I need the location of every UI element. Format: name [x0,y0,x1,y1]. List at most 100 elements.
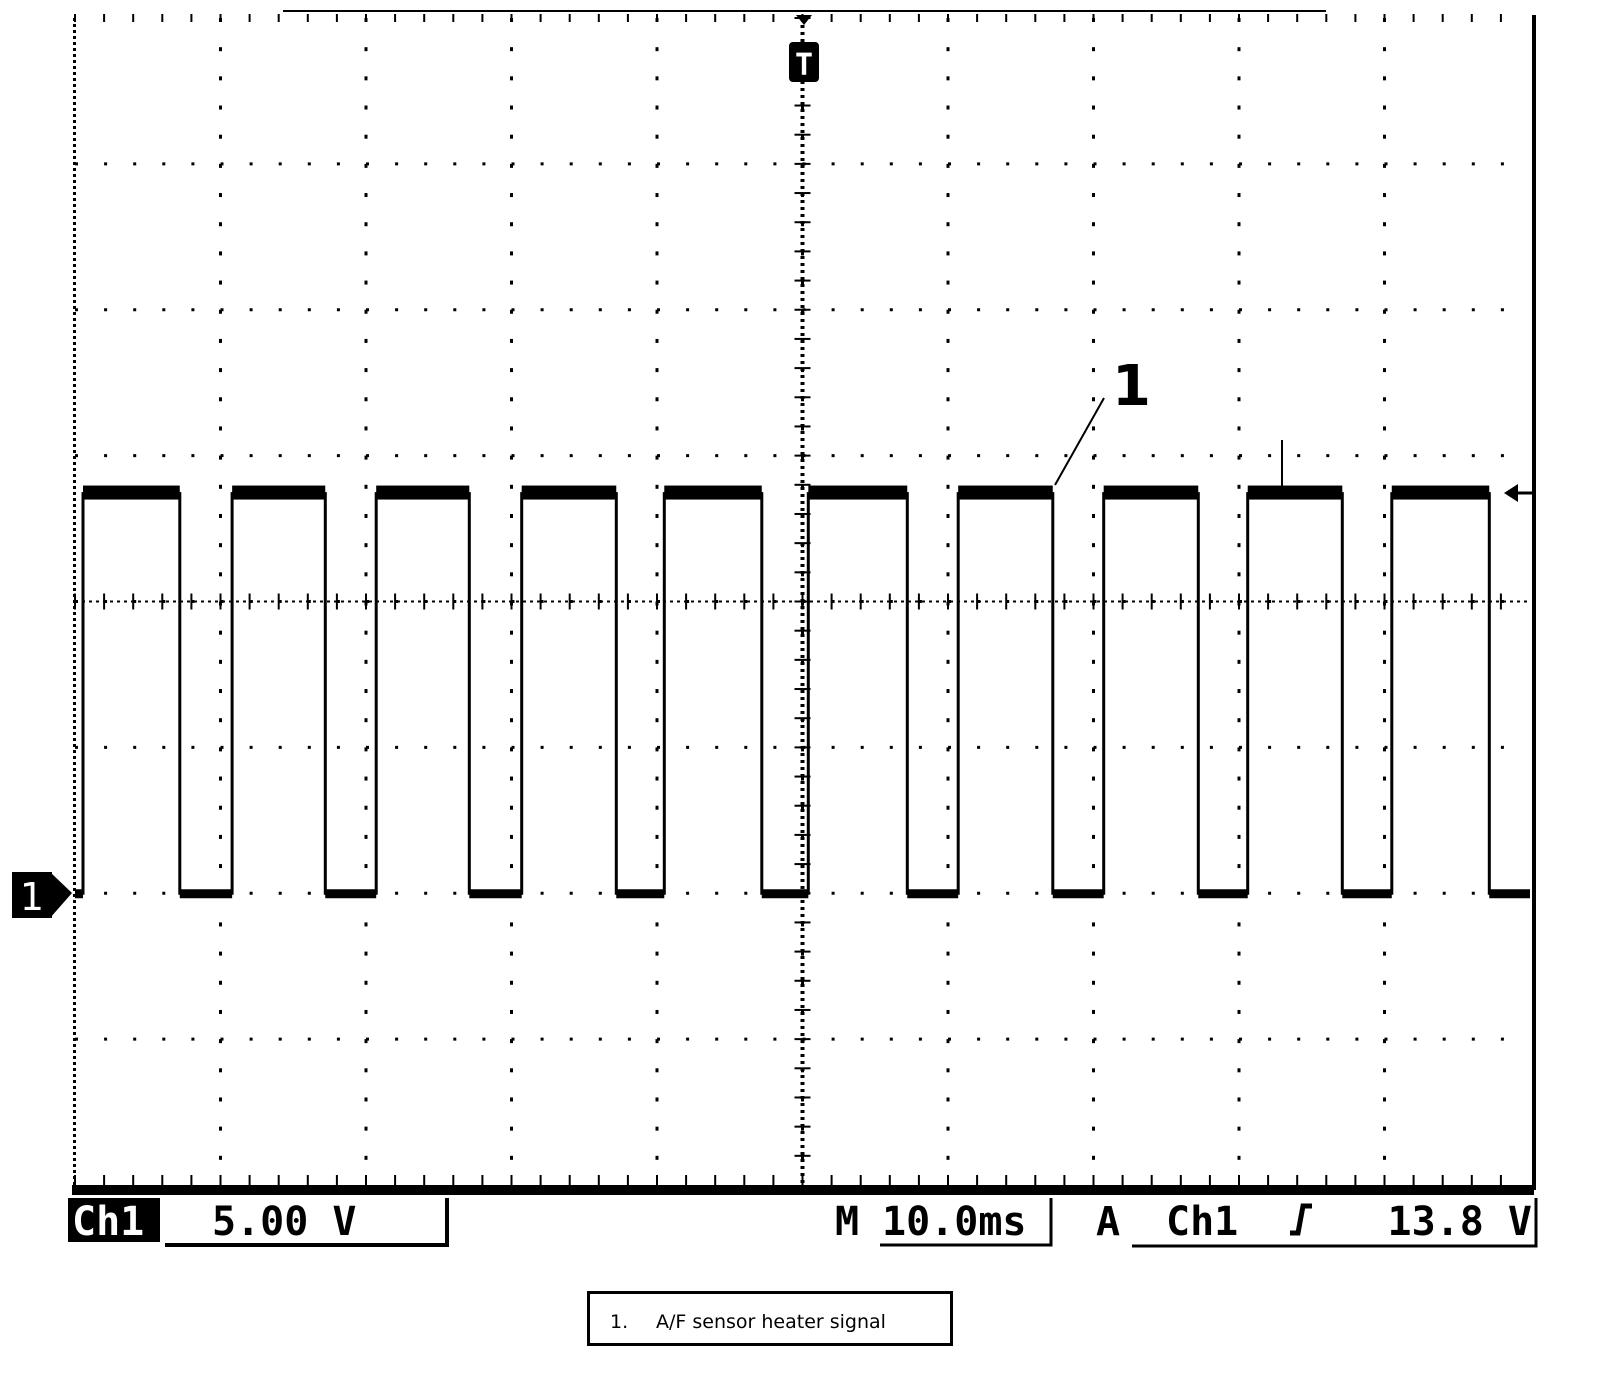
grid-dot [249,745,253,749]
center-tick [161,593,164,610]
grid-dot [1151,1037,1155,1041]
grid-dot [946,280,950,285]
center-axis-dot [800,340,805,343]
grid-dot [977,745,981,749]
center-axis-dot [138,600,141,603]
grid-dot [1355,1037,1359,1041]
edge-tick [859,14,862,22]
grid-dot [627,162,631,166]
grid-dot [364,513,368,518]
edge-tick [1499,1175,1502,1185]
grid-dot [1237,543,1241,548]
center-axis-dot [800,347,805,350]
grid-dot [453,308,457,312]
center-tick [219,593,222,610]
center-axis-dot [800,529,805,532]
grid-dot [1092,805,1095,810]
edge-tick [219,14,222,22]
center-tick [794,337,811,340]
grid-dot [977,308,981,312]
center-tick [1383,593,1386,610]
grid-dot [1326,308,1330,312]
center-axis-dot [929,600,932,603]
grid-dot [364,134,368,139]
grid-dot [1500,308,1504,312]
grid-dot [1297,891,1301,895]
grid-dot [1237,280,1241,285]
grid-dot [336,745,340,749]
grid-dot [73,222,76,225]
center-tick [626,593,629,610]
center-axis-dot [800,732,805,735]
grid-dot [1297,454,1301,458]
grid-dot [801,455,804,460]
grid-dot [219,834,222,839]
grid-dot [946,1039,950,1044]
grid-dot [1151,454,1155,458]
grid-dot [1383,105,1386,110]
grid-dot [569,1037,573,1041]
center-axis-dot [800,620,805,623]
grid-dot [219,397,222,402]
grid-dot [801,251,804,256]
grid-dot [73,480,76,483]
grid-dot [1035,745,1039,749]
grid-dot [73,258,76,261]
center-axis-dot [800,438,805,441]
grid-dot [73,774,76,777]
grid-dot [889,454,893,458]
center-axis-dot [852,600,855,603]
edge-tick [103,1175,106,1185]
grid-dot [801,1155,804,1160]
center-axis-dot [1090,600,1093,603]
center-axis-dot [1146,600,1149,603]
center-tick [794,133,811,136]
edge-tick [1208,1175,1211,1185]
grid-dot [510,951,513,956]
grid-dot [1383,251,1386,256]
grid-dot [73,792,76,795]
grid-dot [364,1039,368,1044]
grid-dot [73,528,76,531]
center-tick [452,593,455,610]
center-axis-dot [719,600,722,603]
grid-dot [655,951,659,956]
grid-dot [715,454,719,458]
grid-dot [307,891,311,895]
grid-dot [657,745,660,749]
grid-dot [1035,308,1039,312]
center-axis-dot [397,600,400,603]
edge-tick [1325,14,1328,22]
grid-dot [73,990,76,993]
center-axis-dot [390,600,393,603]
grid-dot [73,924,76,927]
center-axis-dot [1272,600,1275,603]
grid-dot [366,162,369,166]
grid-dot [364,455,368,460]
center-tick [794,950,811,953]
grid-dot [1442,891,1446,895]
grid-dot [1383,1126,1386,1131]
grid-dot [73,870,76,873]
center-axis-dot [789,600,792,603]
edge-tick [1121,14,1124,22]
grid-dot [511,1037,515,1041]
grid-dot [1092,134,1095,139]
grid-dot [655,1039,659,1044]
center-axis-dot [800,200,805,203]
edge-tick [917,14,920,22]
grid-dot [219,1097,222,1102]
center-tick [794,629,811,632]
grid-dot [73,276,76,279]
center-axis-dot [1405,600,1408,603]
center-axis-dot [800,585,805,588]
grid-dot [977,891,981,895]
grid-dot [655,543,659,548]
center-axis-dot [800,928,805,931]
grid-dot [860,162,864,166]
grid-dot [73,156,76,159]
grid-dot [1383,1097,1386,1102]
center-axis-dot [800,480,805,483]
grid-dot [453,454,457,458]
grid-dot [73,978,76,981]
